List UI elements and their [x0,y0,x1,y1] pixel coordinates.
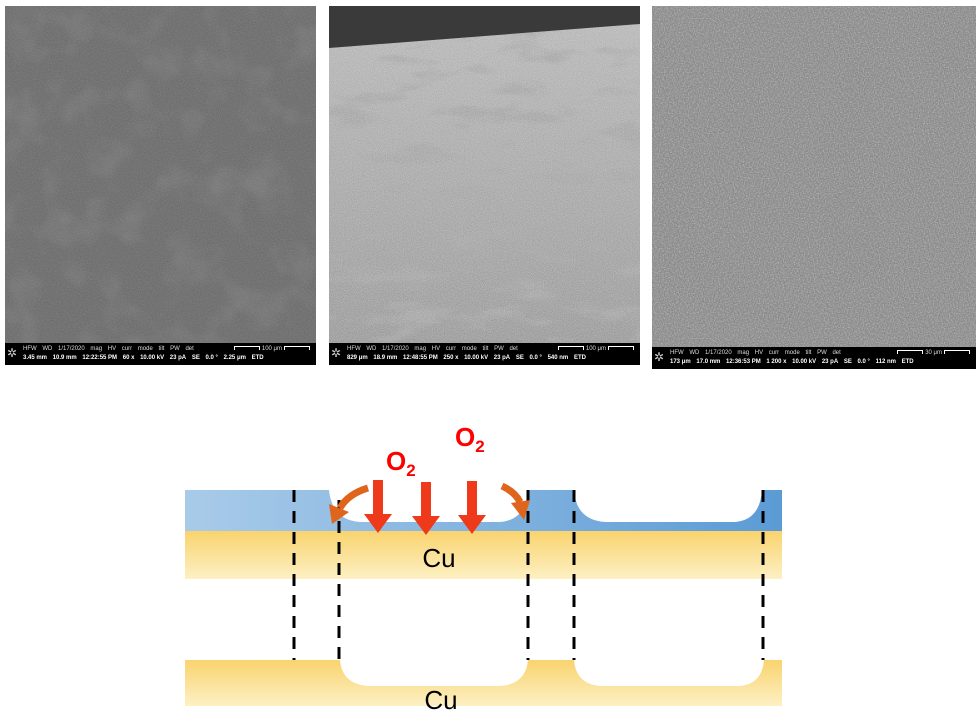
hfw-label: HFW [347,346,361,352]
fei-logo-icon: ✲ [331,346,342,360]
top-copper-layer [185,531,782,579]
scale-label: 100 μm [585,346,606,352]
mag-label: mag [737,350,750,356]
oxide-layer [185,490,782,531]
hv-value: 10.00 kV [464,355,489,361]
fei-logo-icon: ✲ [654,350,665,364]
sem-image-1: ✲ HFW WD 1/17/2020 mag HV curr mode tilt… [5,6,316,365]
date-label: 1/17/2020 [705,350,732,356]
curved-arrow-right [500,482,530,520]
det-value: ETD [251,355,264,361]
pw-value: 540 nm [547,355,569,361]
time-value: 12:36:53 PM [726,359,761,365]
tilt-label: tilt [158,346,165,352]
det-value: ETD [901,359,914,365]
curr-label: curr [121,346,133,352]
hfw-value: 3.45 mm [23,355,48,361]
hfw-value: 173 μm [670,359,691,365]
wd-label: WD [366,346,377,352]
mode-label: mode [137,346,153,352]
wd-label: WD [689,350,700,356]
scale-label: 100 μm [261,346,282,352]
wd-value: 18.9 mm [373,355,398,361]
tilt-label: tilt [482,346,489,352]
oxygen-arrow-3 [458,481,486,534]
fei-logo-icon: ✲ [7,346,18,360]
oxygen-arrow-1 [364,480,392,533]
sem-data-bar: ✲ HFW WD 1/17/2020 mag HV curr mode tilt… [5,343,316,365]
pw-label: PW [494,346,504,352]
mag-value: 250 x [443,355,459,361]
bottom-copper-layer [185,660,782,706]
wd-label: WD [42,346,53,352]
scale-bar: 100 μm [232,346,312,353]
hv-label: HV [107,346,117,352]
curr-value: 23 pA [821,359,839,365]
curr-value: 23 pA [493,355,511,361]
mode-label: mode [784,350,800,356]
date-label: 1/17/2020 [58,346,85,352]
sem-data-bar: ✲ HFW WD 1/17/2020 mag HV curr mode tilt… [652,347,976,369]
sem-micrograph-2 [329,6,640,343]
curr-label: curr [768,350,780,356]
hfw-value: 829 μm [347,355,368,361]
det-value: ETD [573,355,586,361]
sem-data-bar: ✲ HFW WD 1/17/2020 mag HV curr mode tilt… [329,343,640,365]
pw-value: 112 nm [875,359,896,365]
hv-value: 10.00 kV [792,359,817,365]
hv-label: HV [754,350,764,356]
mode-label: mode [461,346,477,352]
oxygen-arrow-2 [412,482,440,535]
pw-value: 2.25 μm [223,355,246,361]
mode-value: SE [191,355,200,361]
tilt-value: 0.0 ° [205,355,218,361]
time-value: 12:48:55 PM [403,355,438,361]
top-copper-label: Cu [422,543,455,573]
oxygen-label-left: O2 [386,446,416,480]
hv-value: 10.00 kV [140,355,165,361]
time-value: 12:22:55 PM [82,355,118,361]
bottom-copper-label: Cu [424,685,457,713]
curr-label: curr [445,346,457,352]
pw-label: PW [170,346,180,352]
wd-value: 10.9 mm [52,355,77,361]
tilt-label: tilt [805,350,812,356]
sem-micrograph-3 [652,6,976,347]
sem-micrograph-1 [5,6,316,343]
hfw-label: HFW [23,346,37,352]
det-label: det [509,346,518,352]
mag-label: mag [90,346,103,352]
mode-value: SE [843,359,852,365]
hv-label: HV [431,346,441,352]
scale-bar: 100 μm [556,346,636,353]
det-label: det [185,346,194,352]
sem-image-3: ✲ HFW WD 1/17/2020 mag HV curr mode tilt… [652,6,976,369]
date-label: 1/17/2020 [382,346,409,352]
mag-label: mag [414,346,427,352]
mag-value: 1 200 x [766,359,787,365]
hfw-label: HFW [670,350,684,356]
sem-image-2: ✲ HFW WD 1/17/2020 mag HV curr mode tilt… [329,6,640,365]
tilt-value: 0.0 ° [529,355,542,361]
mode-value: SE [515,355,524,361]
mag-value: 60 x [122,355,135,361]
wd-value: 17.0 mm [696,359,721,365]
tilt-value: 0.0 ° [857,359,870,365]
pw-label: PW [817,350,827,356]
curved-arrow-left [329,484,370,524]
oxidation-schematic: O2 O2 Cu Cu [185,422,782,713]
oxygen-label-right: O2 [455,422,485,456]
scale-label: 30 μm [925,350,942,356]
curr-value: 23 pA [169,355,187,361]
scale-bar: 30 μm [895,350,972,357]
det-label: det [832,350,841,356]
